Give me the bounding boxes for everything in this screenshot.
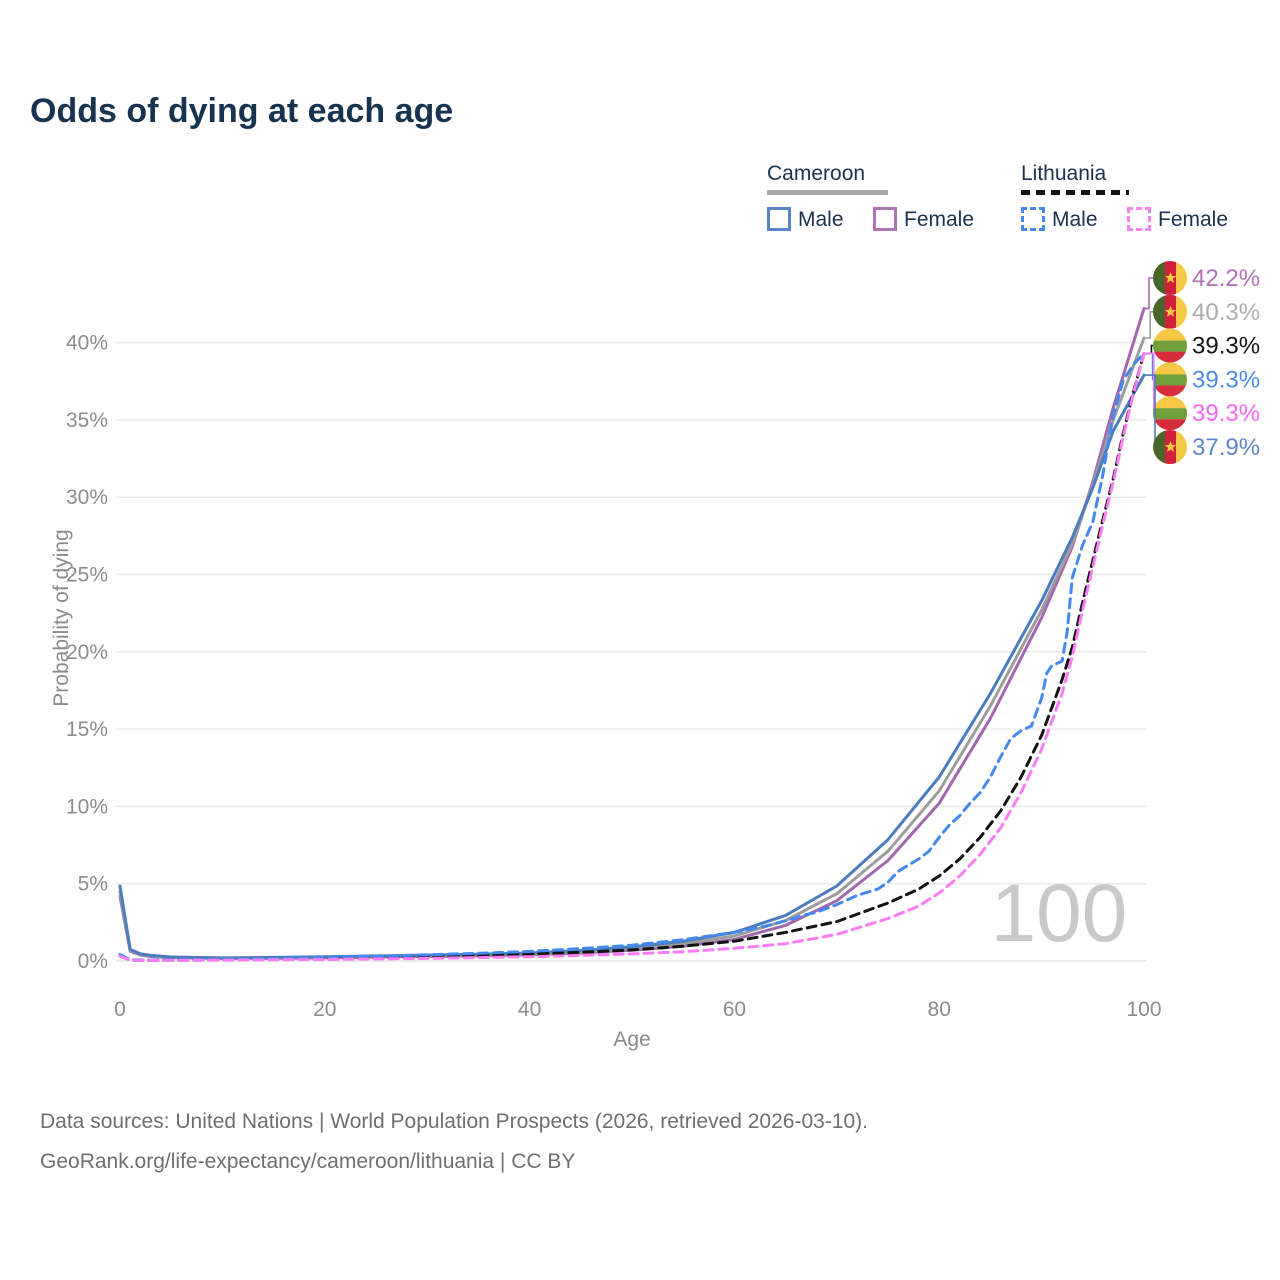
end-label-value-lithuania-both: 39.3% bbox=[1192, 333, 1260, 360]
series-line-lithuania-female[interactable] bbox=[118, 351, 1146, 962]
series-line-lithuania-both[interactable] bbox=[118, 351, 1146, 962]
end-label-value-cameroon-female: 42.2% bbox=[1192, 265, 1260, 292]
series-line-lithuania-male[interactable] bbox=[118, 351, 1146, 962]
page-title: Odds of dying at each age bbox=[30, 92, 454, 130]
flag-art bbox=[1153, 328, 1187, 363]
x-axis-title: Age bbox=[613, 1028, 651, 1051]
flag-stripe bbox=[1153, 408, 1187, 420]
legend-cameroon-male-label[interactable]: Male bbox=[798, 208, 844, 231]
flag-stripe bbox=[1153, 362, 1187, 375]
y-tick-label-40%: 40% bbox=[66, 332, 108, 355]
series-line-cameroon-male[interactable] bbox=[118, 373, 1146, 960]
flag-star bbox=[1164, 272, 1177, 283]
flag-lithuania-icon bbox=[1153, 362, 1187, 397]
flag-star bbox=[1164, 441, 1177, 452]
x-tick-label-100: 100 bbox=[1126, 998, 1161, 1021]
y-axis-title: Probability of dying bbox=[50, 529, 73, 707]
end-label-connector-cameroon-female bbox=[1145, 277, 1156, 310]
flag-art bbox=[1153, 396, 1187, 431]
flag-stripe bbox=[1153, 374, 1187, 386]
flag-art bbox=[1153, 294, 1187, 329]
series-line-cameroon-both[interactable] bbox=[118, 336, 1146, 960]
y-tick-label-0%: 0% bbox=[78, 950, 108, 973]
legend-lithuania-label[interactable]: Lithuania bbox=[1021, 162, 1107, 185]
flag-art bbox=[1153, 430, 1187, 464]
legend-lithuania-female-swatch[interactable] bbox=[1127, 207, 1151, 231]
y-tick-label-10%: 10% bbox=[66, 795, 108, 818]
flag-art bbox=[1153, 261, 1187, 295]
end-label-value-lithuania-male: 39.3% bbox=[1192, 366, 1260, 393]
flag-stripe bbox=[1176, 261, 1187, 295]
y-tick-label-20%: 20% bbox=[66, 641, 108, 664]
legend-lithuania-male-swatch[interactable] bbox=[1021, 207, 1045, 231]
flag-stripe bbox=[1153, 328, 1187, 341]
flag-stripe bbox=[1153, 396, 1187, 409]
flag-art bbox=[1153, 362, 1187, 397]
y-tick-label-30%: 30% bbox=[66, 486, 108, 509]
flag-stripe bbox=[1176, 294, 1187, 329]
x-tick-label-40: 40 bbox=[518, 998, 541, 1021]
flag-stripe bbox=[1153, 261, 1165, 295]
y-tick-label-15%: 15% bbox=[66, 718, 108, 741]
flag-stripe bbox=[1153, 340, 1187, 352]
legend-lithuania-male-label[interactable]: Male bbox=[1052, 208, 1098, 231]
series-line-cameroon-female[interactable] bbox=[118, 307, 1146, 960]
legend-cameroon-male-swatch[interactable] bbox=[767, 207, 791, 231]
flag-lithuania-icon bbox=[1153, 396, 1187, 431]
flag-stripe bbox=[1153, 351, 1187, 363]
flag-stripe bbox=[1153, 294, 1165, 329]
y-tick-label-5%: 5% bbox=[78, 873, 108, 896]
footer-attribution-line: GeoRank.org/life-expectancy/cameroon/lit… bbox=[40, 1150, 576, 1173]
legend-cameroon-underline bbox=[767, 190, 888, 195]
flag-cameroon-icon bbox=[1153, 430, 1187, 464]
x-tick-label-60: 60 bbox=[723, 998, 746, 1021]
x-tick-label-80: 80 bbox=[928, 998, 951, 1021]
flag-stripe bbox=[1153, 419, 1187, 431]
x-tick-label-20: 20 bbox=[313, 998, 336, 1021]
legend-cameroon-female-label[interactable]: Female bbox=[904, 208, 975, 231]
legend-cameroon-label[interactable]: Cameroon bbox=[767, 162, 866, 185]
flag-stripe bbox=[1176, 430, 1187, 464]
flag-cameroon-icon bbox=[1153, 261, 1187, 295]
legend-cameroon-female-swatch[interactable] bbox=[873, 207, 897, 231]
x-tick-label-0: 0 bbox=[114, 998, 126, 1021]
flag-star bbox=[1164, 305, 1177, 317]
end-label-value-lithuania-female: 39.3% bbox=[1192, 400, 1260, 427]
end-label-value-cameroon-both: 40.3% bbox=[1192, 299, 1260, 326]
end-label-connector-cameroon-male bbox=[1145, 374, 1156, 448]
flag-lithuania-icon bbox=[1153, 328, 1187, 363]
age-watermark: 100 bbox=[991, 868, 1128, 959]
legend-lithuania-underline bbox=[1021, 190, 1129, 195]
y-tick-label-25%: 25% bbox=[66, 564, 108, 587]
end-label-value-cameroon-male: 37.9% bbox=[1192, 434, 1260, 461]
legend-lithuania-female-label[interactable]: Female bbox=[1158, 208, 1229, 231]
flag-stripe bbox=[1153, 430, 1165, 464]
flag-cameroon-icon bbox=[1153, 294, 1187, 329]
flag-stripe bbox=[1153, 385, 1187, 397]
footer-source-line: Data sources: United Nations | World Pop… bbox=[40, 1110, 869, 1133]
y-tick-label-35%: 35% bbox=[66, 409, 108, 432]
